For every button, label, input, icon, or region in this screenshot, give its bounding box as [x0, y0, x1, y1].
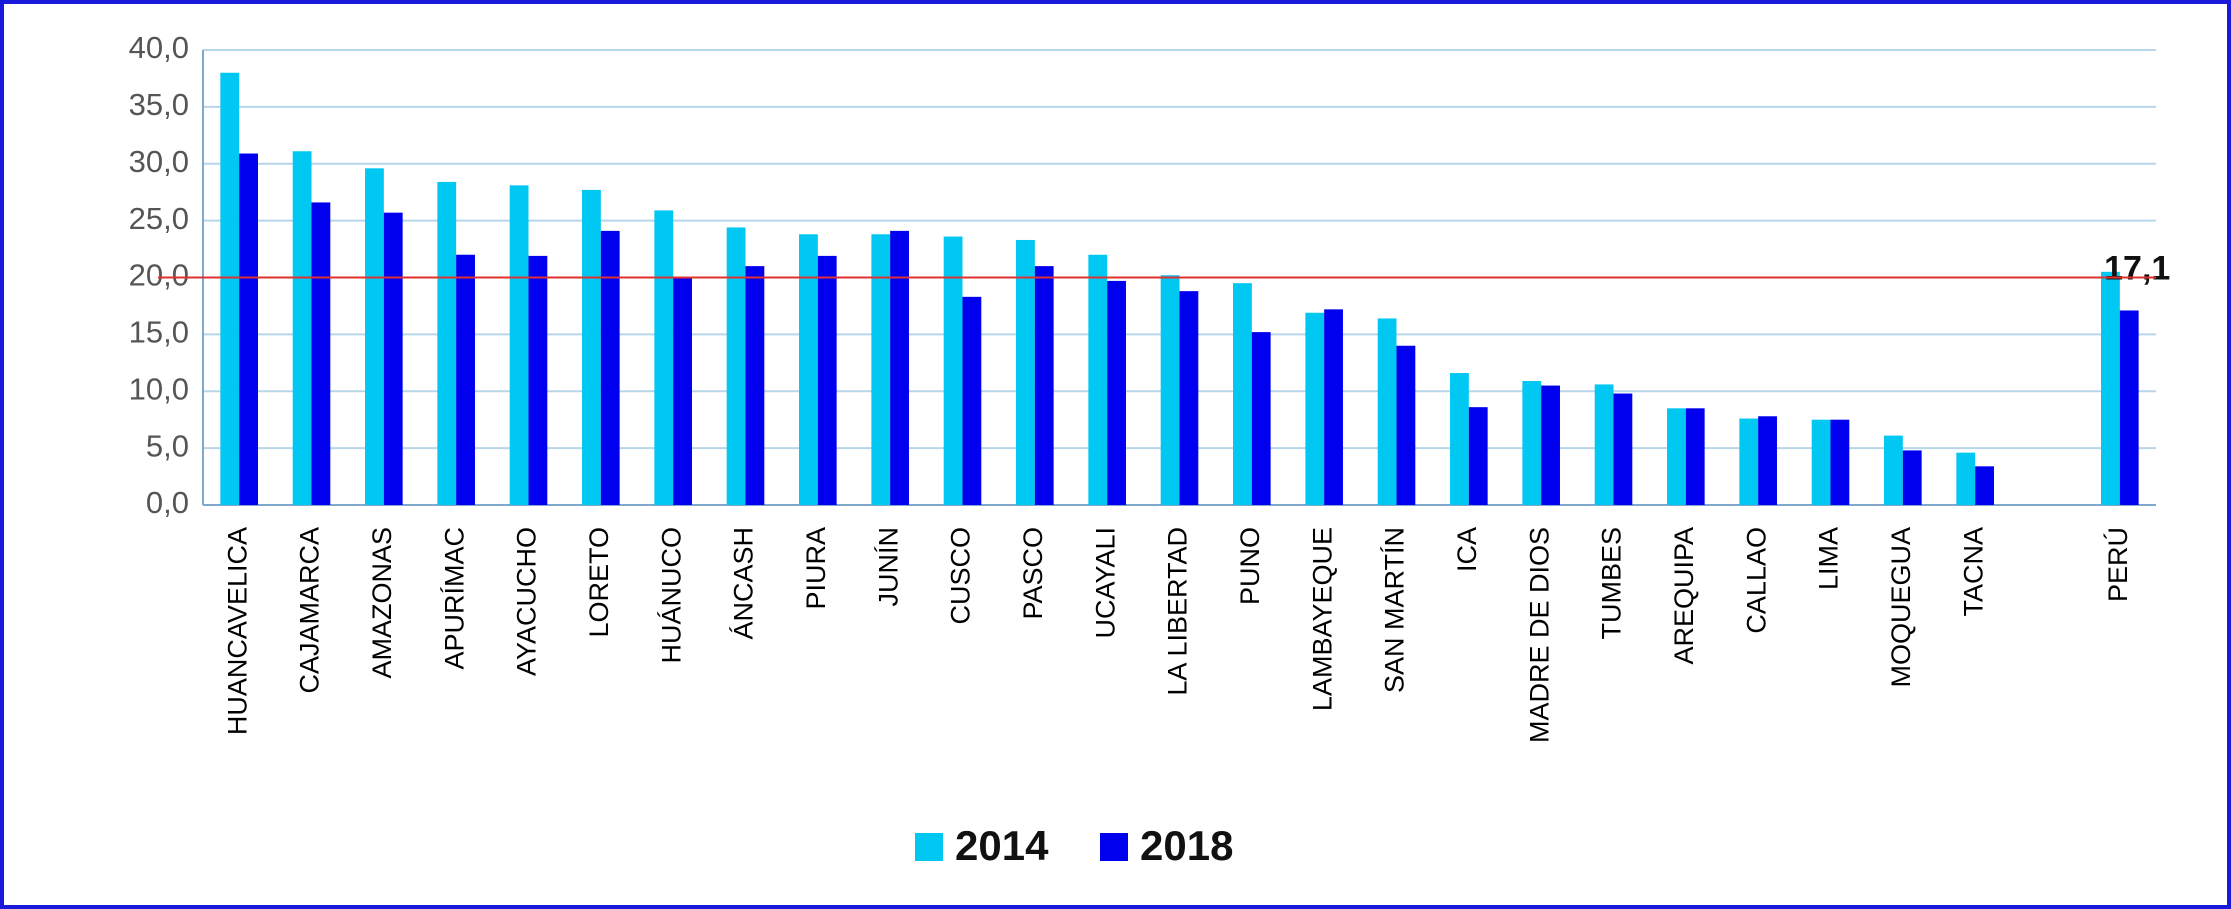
- bar: [1884, 435, 1903, 505]
- bar: [1034, 266, 1054, 505]
- bar: [311, 202, 331, 506]
- x-tick-label: TUMBES: [1597, 527, 1627, 640]
- bar: [2101, 271, 2120, 505]
- x-tick-label: CUSCO: [946, 527, 976, 625]
- bar: [1233, 283, 1252, 505]
- bar: [365, 168, 384, 506]
- y-tick-label: 10,0: [129, 371, 189, 406]
- legend-swatch: [915, 833, 943, 861]
- y-tick-label: 35,0: [129, 87, 189, 122]
- y-tick-label: 30,0: [129, 144, 189, 179]
- bar: [1594, 384, 1614, 505]
- bar: [1324, 309, 1343, 505]
- y-tick-label: 15,0: [129, 315, 189, 350]
- bar: [871, 234, 891, 505]
- bar: [509, 185, 529, 506]
- x-tick-label: ICA: [1452, 527, 1482, 572]
- bar: [582, 189, 601, 505]
- y-tick-label: 40,0: [129, 30, 189, 65]
- x-tick-label: HUANCAVELICA: [222, 527, 252, 735]
- bar: [745, 266, 765, 505]
- x-tick-label: LIMA: [1814, 527, 1844, 590]
- value-label: 17,1: [2104, 249, 2170, 287]
- legend-swatch: [1100, 833, 1128, 861]
- bar: [799, 234, 818, 505]
- bar: [962, 296, 982, 505]
- bar: [1305, 312, 1325, 505]
- bar: [726, 227, 746, 505]
- bar: [1541, 385, 1560, 505]
- x-tick-label: JUNÍN: [873, 527, 903, 607]
- bar: [528, 255, 548, 505]
- x-tick-label: PASCO: [1018, 527, 1048, 620]
- bar: [383, 212, 403, 505]
- bar: [1975, 466, 1994, 505]
- bar: [1758, 416, 1777, 505]
- x-tick-label: ÁNCASH: [729, 527, 759, 640]
- x-tick-label: CAJAMARCA: [295, 527, 325, 694]
- bar: [1160, 275, 1180, 505]
- y-tick-label: 20,0: [129, 258, 189, 293]
- bar: [1179, 291, 1199, 505]
- x-tick-label: TACNA: [1958, 527, 1988, 617]
- bar: [1739, 418, 1759, 505]
- bar: [239, 153, 258, 505]
- bar: [817, 255, 837, 505]
- x-tick-label: UCAYALI: [1090, 527, 1120, 639]
- x-tick-label: LA LIBERTAD: [1163, 527, 1193, 696]
- bar: [1377, 318, 1397, 505]
- bar: [1667, 408, 1686, 505]
- x-tick-label: MADRE DE DIOS: [1524, 527, 1554, 743]
- x-tick-label: PUNO: [1235, 527, 1265, 605]
- legend-label: 2014: [955, 822, 1049, 869]
- bar: [456, 254, 475, 505]
- x-tick-label: AYACUCHO: [512, 527, 542, 676]
- bar: [1522, 381, 1542, 505]
- x-tick-label: LORETO: [584, 527, 614, 638]
- bar: [600, 230, 620, 506]
- x-tick-label: AREQUIPA: [1669, 527, 1699, 665]
- bar: [1811, 419, 1831, 505]
- x-tick-label: HUÁNUCO: [656, 527, 686, 664]
- bar: [437, 181, 457, 505]
- bar: [292, 151, 312, 506]
- x-tick-label: MOQUEGUA: [1886, 527, 1916, 688]
- x-tick-label: AMAZONAS: [367, 527, 397, 679]
- y-tick-label: 0,0: [146, 485, 189, 520]
- bar: [1613, 393, 1633, 505]
- bar: [1468, 407, 1488, 505]
- bar: [1685, 408, 1705, 505]
- bar: [654, 210, 674, 505]
- y-tick-label: 25,0: [129, 201, 189, 236]
- x-tick-label: LAMBAYEQUE: [1307, 527, 1337, 711]
- bar: [1450, 373, 1469, 505]
- bar: [890, 230, 909, 506]
- legend-label: 2018: [1140, 822, 1233, 869]
- bar: [943, 236, 963, 506]
- bar: [1251, 332, 1271, 505]
- x-tick-label: PERÚ: [2102, 527, 2133, 602]
- bar: [220, 72, 240, 505]
- y-tick-label: 5,0: [146, 428, 189, 463]
- x-tick-label: SAN MARTÍN: [1380, 527, 1410, 693]
- bar: [673, 277, 692, 505]
- bar: [1107, 280, 1126, 505]
- x-tick-label: CALLAO: [1741, 527, 1771, 634]
- x-tick-label: PIURA: [801, 527, 831, 610]
- bar: [1902, 450, 1922, 505]
- bar: [1956, 452, 1976, 505]
- bar: [2119, 310, 2139, 505]
- bar: [1830, 419, 1850, 505]
- bar: [1396, 345, 1416, 505]
- bar: [1088, 254, 1108, 505]
- x-tick-label: APURÍMAC: [439, 527, 469, 670]
- bar: [1016, 239, 1035, 505]
